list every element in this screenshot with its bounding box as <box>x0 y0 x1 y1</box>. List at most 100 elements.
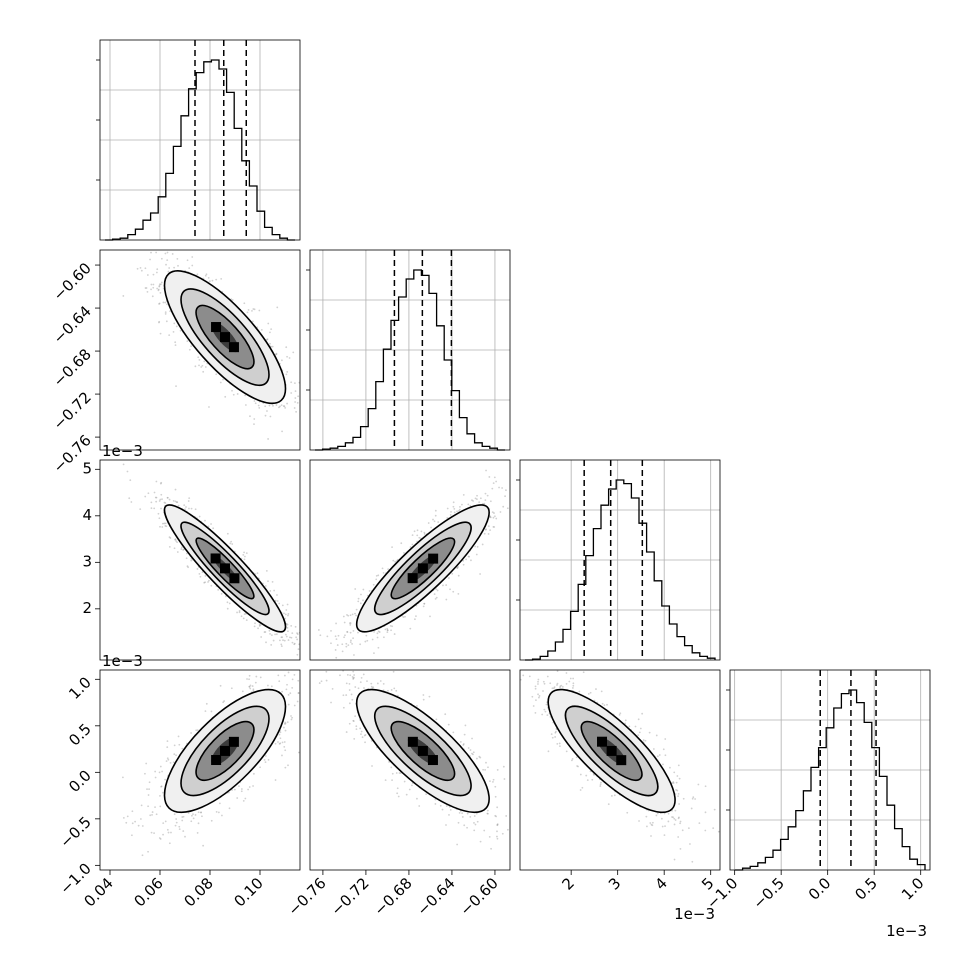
scatter-point <box>291 678 294 681</box>
scatter-point <box>159 794 161 797</box>
scatter-point <box>267 580 269 583</box>
scatter-point <box>287 614 289 617</box>
scatter-point <box>164 820 167 823</box>
scatter-point <box>341 650 344 653</box>
hist-frame-1 <box>309 249 511 451</box>
scatter-point <box>349 614 352 617</box>
scatter-point <box>266 338 269 341</box>
scatter-point <box>194 365 197 368</box>
scatter-point <box>453 511 456 514</box>
scatter-point <box>269 590 272 592</box>
scatter-point <box>298 643 300 646</box>
scatter-point <box>420 530 423 533</box>
scatter-point <box>284 406 287 409</box>
scatter-point <box>259 624 262 626</box>
scatter-point <box>159 246 161 248</box>
scatter-point <box>274 779 277 781</box>
scatter-point <box>279 737 282 740</box>
scatter-point <box>491 487 494 490</box>
scatter-point <box>352 629 355 632</box>
scatter-point <box>284 749 287 752</box>
scatter-point <box>456 510 458 513</box>
scatter-point <box>512 524 514 526</box>
scatter-point <box>238 611 241 614</box>
scatter-point <box>159 482 162 485</box>
scatter-point <box>154 496 157 499</box>
scatter-point <box>169 310 171 313</box>
scatter-point <box>265 641 267 644</box>
scatter-point <box>248 786 251 788</box>
scatter-point <box>226 601 229 604</box>
scatter-point <box>278 602 281 605</box>
scatter-point <box>275 404 278 406</box>
scatter-point <box>129 479 132 482</box>
scatter-point <box>150 248 152 250</box>
scatter-point <box>273 589 276 592</box>
scatter-point <box>173 266 176 269</box>
scatter-point <box>160 785 163 788</box>
density-0-1 <box>96 217 304 440</box>
scatter-point <box>300 683 302 685</box>
scatter-point <box>295 636 298 639</box>
density-peak-cell <box>210 553 221 564</box>
scatter-point <box>141 854 144 857</box>
scatter-point <box>290 392 293 394</box>
scatter-point <box>375 578 378 581</box>
scatter-point <box>163 501 166 504</box>
scatter-point <box>140 269 143 272</box>
scatter-point <box>434 597 437 600</box>
scatter-point <box>280 643 283 646</box>
scatter-point <box>387 568 390 571</box>
scatter-point <box>287 703 290 706</box>
scatter-point <box>184 835 186 838</box>
scatter-point <box>377 646 380 649</box>
scatter-point <box>222 378 224 381</box>
scatter-point <box>139 508 142 511</box>
scatter-point <box>457 574 460 577</box>
scatter-point <box>139 818 142 820</box>
scatter-point <box>296 700 299 703</box>
scatter-point <box>140 804 143 807</box>
scatter-point <box>392 559 395 562</box>
scatter-point <box>296 633 299 635</box>
scatter-point <box>152 283 155 286</box>
scatter-point <box>157 512 160 515</box>
scatter-point <box>159 838 162 840</box>
scatter-point <box>270 644 273 646</box>
scatter-point <box>376 632 379 635</box>
scatter-point <box>182 815 185 818</box>
scatter-point <box>204 274 207 277</box>
scatter-point <box>150 251 152 254</box>
scatter-point <box>415 615 417 618</box>
scatter-point <box>493 512 495 514</box>
density-peak-cell <box>220 563 230 574</box>
scatter-point <box>171 253 174 255</box>
scatter-point <box>182 830 185 832</box>
scatter-point <box>442 584 444 587</box>
scatter-point <box>162 822 165 825</box>
scatter-point <box>256 572 259 575</box>
scatter-point <box>161 498 163 501</box>
scatter-point <box>259 766 261 769</box>
scatter-point <box>96 217 98 219</box>
scatter-point <box>319 634 322 637</box>
scatter-point <box>317 629 320 631</box>
scatter-point <box>166 496 169 499</box>
scatter-point <box>200 811 202 814</box>
scatter-point <box>233 788 236 791</box>
scatter-point <box>208 280 211 283</box>
scatter-point <box>302 400 304 402</box>
scatter-point <box>269 331 271 334</box>
scatter-point <box>225 595 227 598</box>
scatter-point <box>151 811 154 813</box>
scatter-point <box>354 612 356 615</box>
scatter-point <box>160 257 163 260</box>
scatter-point <box>284 613 287 616</box>
scatter-point <box>287 639 290 641</box>
scatter-point <box>359 602 362 605</box>
scatter-point <box>136 267 139 270</box>
scatter-point <box>296 653 299 656</box>
scatter-point <box>327 667 329 669</box>
scatter-point <box>461 503 463 506</box>
scatter-point <box>481 543 484 546</box>
